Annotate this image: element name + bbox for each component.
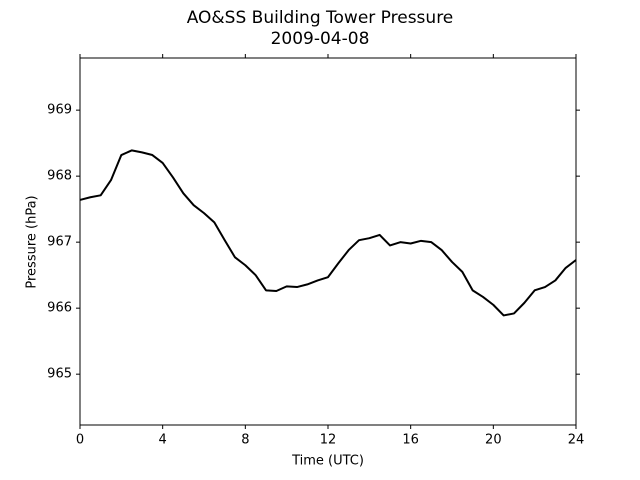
y-tick-label: 965 (47, 367, 72, 382)
x-axis-label: Time (UTC) (291, 454, 364, 469)
y-tick-label: 969 (47, 103, 72, 118)
chart-subtitle: 2009-04-08 (271, 29, 370, 49)
x-tick-label: 4 (159, 433, 167, 448)
x-tick-label: 12 (320, 433, 337, 448)
y-tick-label: 967 (47, 235, 72, 250)
y-tick-label: 966 (47, 301, 72, 316)
x-tick-label: 20 (485, 433, 502, 448)
data-line (79, 149, 577, 317)
plot-frame (79, 57, 577, 426)
x-tick-label: 24 (568, 433, 585, 448)
x-tick-label: 16 (402, 433, 419, 448)
y-tick-label: 968 (47, 169, 72, 184)
x-tick-label: 0 (76, 433, 84, 448)
x-tick-label: 8 (241, 433, 249, 448)
y-axis-label: Pressure (hPa) (25, 195, 40, 288)
chart-title: AO&SS Building Tower Pressure (187, 8, 454, 28)
